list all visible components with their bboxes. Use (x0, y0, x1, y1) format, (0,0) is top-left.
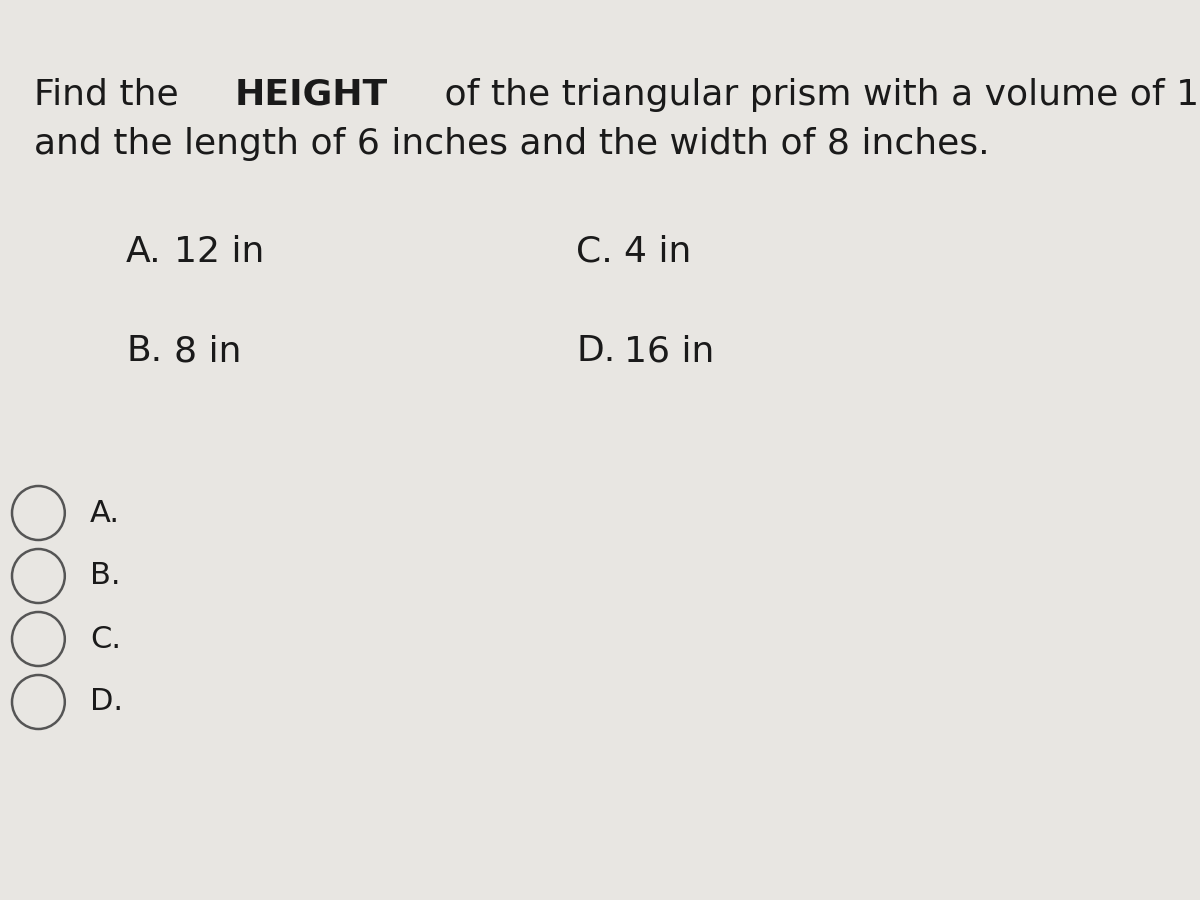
Text: HEIGHT: HEIGHT (235, 77, 389, 112)
Text: and the length of 6 inches and the width of 8 inches.: and the length of 6 inches and the width… (34, 127, 989, 161)
Text: 16 in: 16 in (624, 334, 714, 368)
Text: of the triangular prism with a volume of 192in³: of the triangular prism with a volume of… (433, 77, 1200, 112)
Text: 8 in: 8 in (174, 334, 241, 368)
Text: 12 in: 12 in (174, 235, 264, 269)
Text: 4 in: 4 in (624, 235, 691, 269)
Text: C.: C. (90, 625, 121, 653)
Text: D.: D. (576, 334, 616, 368)
Text: B.: B. (126, 334, 162, 368)
Text: A.: A. (126, 235, 162, 269)
Text: Find the: Find the (34, 77, 190, 112)
Text: B.: B. (90, 562, 120, 590)
Text: C.: C. (576, 235, 613, 269)
Text: A.: A. (90, 499, 120, 527)
Text: D.: D. (90, 688, 124, 716)
